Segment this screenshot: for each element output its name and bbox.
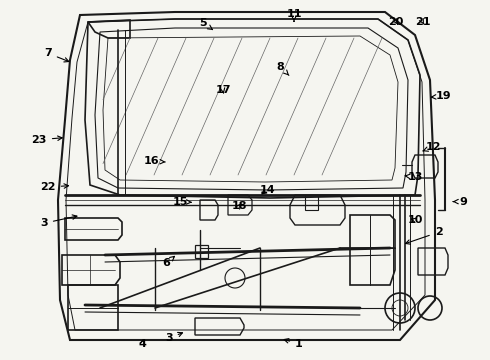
Text: 2: 2 [406,227,442,244]
Text: 21: 21 [415,17,430,27]
Text: 11: 11 [286,9,302,22]
Text: 12: 12 [423,142,441,152]
Text: 18: 18 [231,201,247,211]
Text: 3: 3 [165,332,182,343]
Text: 23: 23 [31,135,62,145]
Text: 7: 7 [44,48,69,62]
Text: 1: 1 [284,339,303,349]
Text: 5: 5 [199,18,213,30]
Text: 16: 16 [144,156,165,166]
Text: 19: 19 [432,91,451,102]
Text: 9: 9 [453,197,467,207]
Text: 20: 20 [388,17,404,27]
Text: 8: 8 [276,62,289,75]
Text: 17: 17 [215,85,231,95]
Text: 10: 10 [408,215,423,225]
Text: 15: 15 [172,197,191,207]
Text: 13: 13 [405,172,423,182]
Text: 3: 3 [40,215,77,228]
Text: 6: 6 [163,256,174,268]
Text: 14: 14 [259,185,275,195]
Text: 4: 4 [138,339,146,349]
Text: 22: 22 [40,182,69,192]
